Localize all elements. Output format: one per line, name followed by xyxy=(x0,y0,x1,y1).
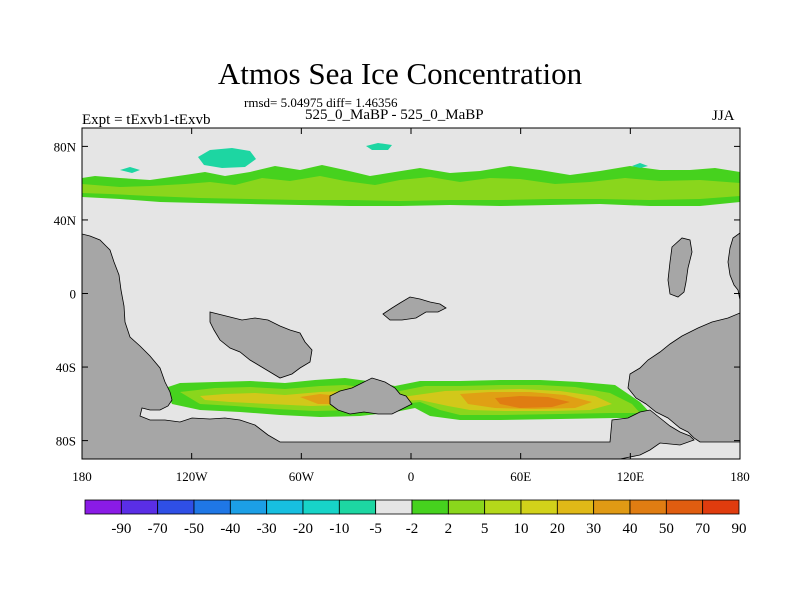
colorbar-swatch xyxy=(447,499,486,515)
colorbar-label: -20 xyxy=(293,521,313,537)
colorbar-label: -30 xyxy=(257,521,277,537)
chart-title: Atmos Sea Ice Concentration xyxy=(217,56,583,91)
south-band-peak xyxy=(495,396,570,408)
colorbar-swatch xyxy=(338,499,377,515)
north-band-mid xyxy=(82,176,740,201)
colorbar-label: 90 xyxy=(732,521,747,537)
arctic-negative-patch xyxy=(366,143,392,150)
colorbar-swatch xyxy=(229,499,268,515)
y-tick-label: 80S xyxy=(56,434,76,449)
x-tick-label: 60W xyxy=(289,469,315,484)
colorbar-swatch xyxy=(157,499,195,515)
arctic-negative-patch xyxy=(632,163,648,168)
colorbar-label: 5 xyxy=(481,521,489,537)
colorbar-swatch xyxy=(520,499,558,515)
stats-text: rmsd= 5.04975 diff= 1.46356 xyxy=(244,95,398,110)
colorbar-label: -40 xyxy=(220,521,240,537)
colorbar-swatch xyxy=(193,499,231,515)
colorbar-swatch xyxy=(411,499,449,515)
colorbar-label: 2 xyxy=(445,521,453,537)
colorbar-label: -5 xyxy=(369,521,382,537)
land-mass xyxy=(382,296,447,321)
arctic-negative-patch xyxy=(198,148,256,168)
colorbar-label: -70 xyxy=(148,521,168,537)
x-tick-label: 120W xyxy=(176,469,209,484)
land-mass xyxy=(209,311,313,379)
land-mass xyxy=(667,237,693,298)
y-tick-label: 40N xyxy=(54,213,77,228)
colorbar-label: -50 xyxy=(184,521,204,537)
x-tick-label: 180 xyxy=(72,469,92,484)
x-tick-label: 60E xyxy=(510,469,531,484)
y-tick-label: 0 xyxy=(70,287,77,302)
colorbar-swatch xyxy=(665,499,704,515)
colorbar-swatch xyxy=(120,499,159,515)
experiment-label: Expt = tExvb1-tExvb xyxy=(82,112,211,128)
colorbar-label: 40 xyxy=(623,521,638,537)
colorbar-swatch xyxy=(556,499,595,515)
colorbar-swatch xyxy=(302,499,340,515)
colorbar-swatch xyxy=(702,499,740,515)
x-tick-label: 0 xyxy=(408,469,415,484)
colorbar-label: 50 xyxy=(659,521,674,537)
colorbar-swatch xyxy=(593,499,631,515)
colorbar-label: 30 xyxy=(586,521,601,537)
colorbar-label: 10 xyxy=(514,521,529,537)
colorbar-label: -10 xyxy=(329,521,349,537)
y-tick-label: 80N xyxy=(54,139,77,154)
arctic-negative-patch xyxy=(120,167,140,173)
colorbar-swatch xyxy=(484,499,522,515)
colorbar-swatch xyxy=(266,499,304,515)
colorbar-label: -2 xyxy=(406,521,419,537)
colorbar-swatch xyxy=(629,499,667,515)
land-mass xyxy=(329,377,413,415)
x-tick-label: 120E xyxy=(617,469,645,484)
land-mass xyxy=(82,233,695,459)
colorbar-label: -90 xyxy=(111,521,131,537)
x-tick-label: 180 xyxy=(730,469,750,484)
y-tick-label: 40S xyxy=(56,360,76,375)
colorbar-label: 20 xyxy=(550,521,565,537)
season-label: JJA xyxy=(712,108,735,124)
colorbar-label: 70 xyxy=(695,521,710,537)
colorbar-swatch xyxy=(84,499,122,515)
chart-subtitle: 525_0_MaBP - 525_0_MaBP xyxy=(305,107,484,123)
colorbar-swatch xyxy=(375,499,413,515)
land-mass xyxy=(627,232,740,443)
